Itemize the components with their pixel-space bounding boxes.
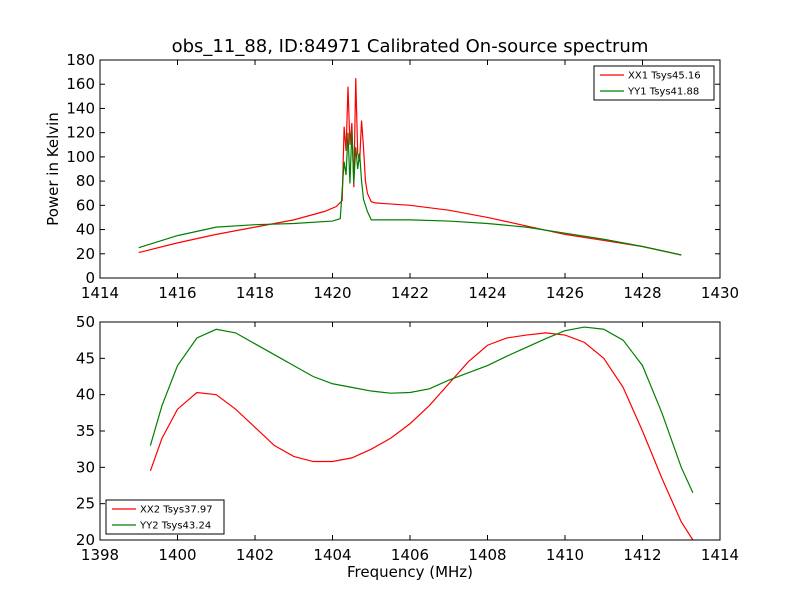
y-tick-label: 35 [76, 422, 95, 440]
y-tick-label: 50 [76, 313, 95, 331]
y-tick-label: 20 [76, 531, 95, 549]
x-tick-label: 1410 [546, 546, 584, 564]
y-tick-label: 120 [66, 124, 95, 142]
x-tick-label: 1428 [623, 284, 661, 302]
x-tick-label: 1422 [391, 284, 429, 302]
y-axis-label: Power in Kelvin [44, 112, 62, 226]
x-tick-label: 1430 [701, 284, 739, 302]
y-tick-label: 25 [76, 495, 95, 513]
y-tick-label: 40 [76, 386, 95, 404]
y-tick-label: 100 [66, 148, 95, 166]
y-tick-label: 60 [76, 196, 95, 214]
y-tick-label: 80 [76, 172, 95, 190]
x-tick-label: 1406 [391, 546, 429, 564]
x-tick-label: 1398 [81, 546, 119, 564]
y-tick-label: 30 [76, 458, 95, 476]
x-tick-label: 1416 [158, 284, 196, 302]
legend: XX2 Tsys37.97 YY2 Tsys43.24 [105, 499, 225, 535]
x-tick-label: 1418 [236, 284, 274, 302]
x-tick-label: 1426 [546, 284, 584, 302]
y-tick-label: 180 [66, 51, 95, 69]
x-tick-label: 1400 [158, 546, 196, 564]
legend-entry: YY1 Tsys41.88 [627, 87, 699, 98]
x-tick-label: 1408 [468, 546, 506, 564]
y-tick-label: 160 [66, 75, 95, 93]
bottom-panel: 1398 1400 1402 1404 1406 1408 1410 1412 1414 20 25… [76, 313, 739, 581]
legend-box [105, 499, 225, 535]
x-tick-label: 1412 [623, 546, 661, 564]
y-tick-label: 140 [66, 99, 95, 117]
series-line-yy2 [149, 326, 694, 494]
x-tick-label: 1414 [701, 546, 739, 564]
y-tick-label: 45 [76, 349, 95, 367]
y-tick-label: 20 [76, 245, 95, 263]
x-tick-label: 1402 [236, 546, 274, 564]
legend-entry: YY2 Tsys43.24 [139, 521, 211, 532]
x-tick-label: 1420 [313, 284, 351, 302]
x-tick-label: 1404 [313, 546, 351, 564]
series-line-yy1 [138, 130, 682, 256]
legend-entry: XX1 Tsys45.16 [628, 71, 701, 82]
series-line-xx1 [138, 78, 682, 256]
legend: XX1 Tsys45.16 YY1 Tsys41.88 [593, 65, 715, 101]
y-tick-label: 0 [85, 269, 95, 287]
legend-entry: XX2 Tsys37.97 [140, 505, 213, 516]
legend-box [593, 65, 715, 101]
series-line-xx2 [149, 332, 694, 540]
x-tick-label: 1424 [468, 284, 506, 302]
x-axis-label: Frequency (MHz) [347, 563, 473, 581]
top-panel: 1414 1416 1418 1420 1422 1424 1426 1428 1430 0 20 4… [44, 36, 739, 302]
chart-title: obs_11_88, ID:84971 Calibrated On-source… [172, 36, 649, 57]
y-tick-label: 40 [76, 221, 95, 239]
x-tick-label: 1414 [81, 284, 119, 302]
